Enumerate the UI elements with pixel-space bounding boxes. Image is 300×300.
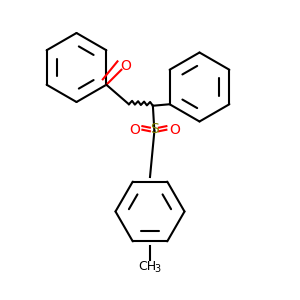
Text: O: O [120,59,131,73]
Text: 3: 3 [154,263,160,274]
Text: O: O [129,123,140,137]
Text: S: S [150,122,159,136]
Text: CH: CH [138,260,156,273]
Text: O: O [169,123,180,137]
